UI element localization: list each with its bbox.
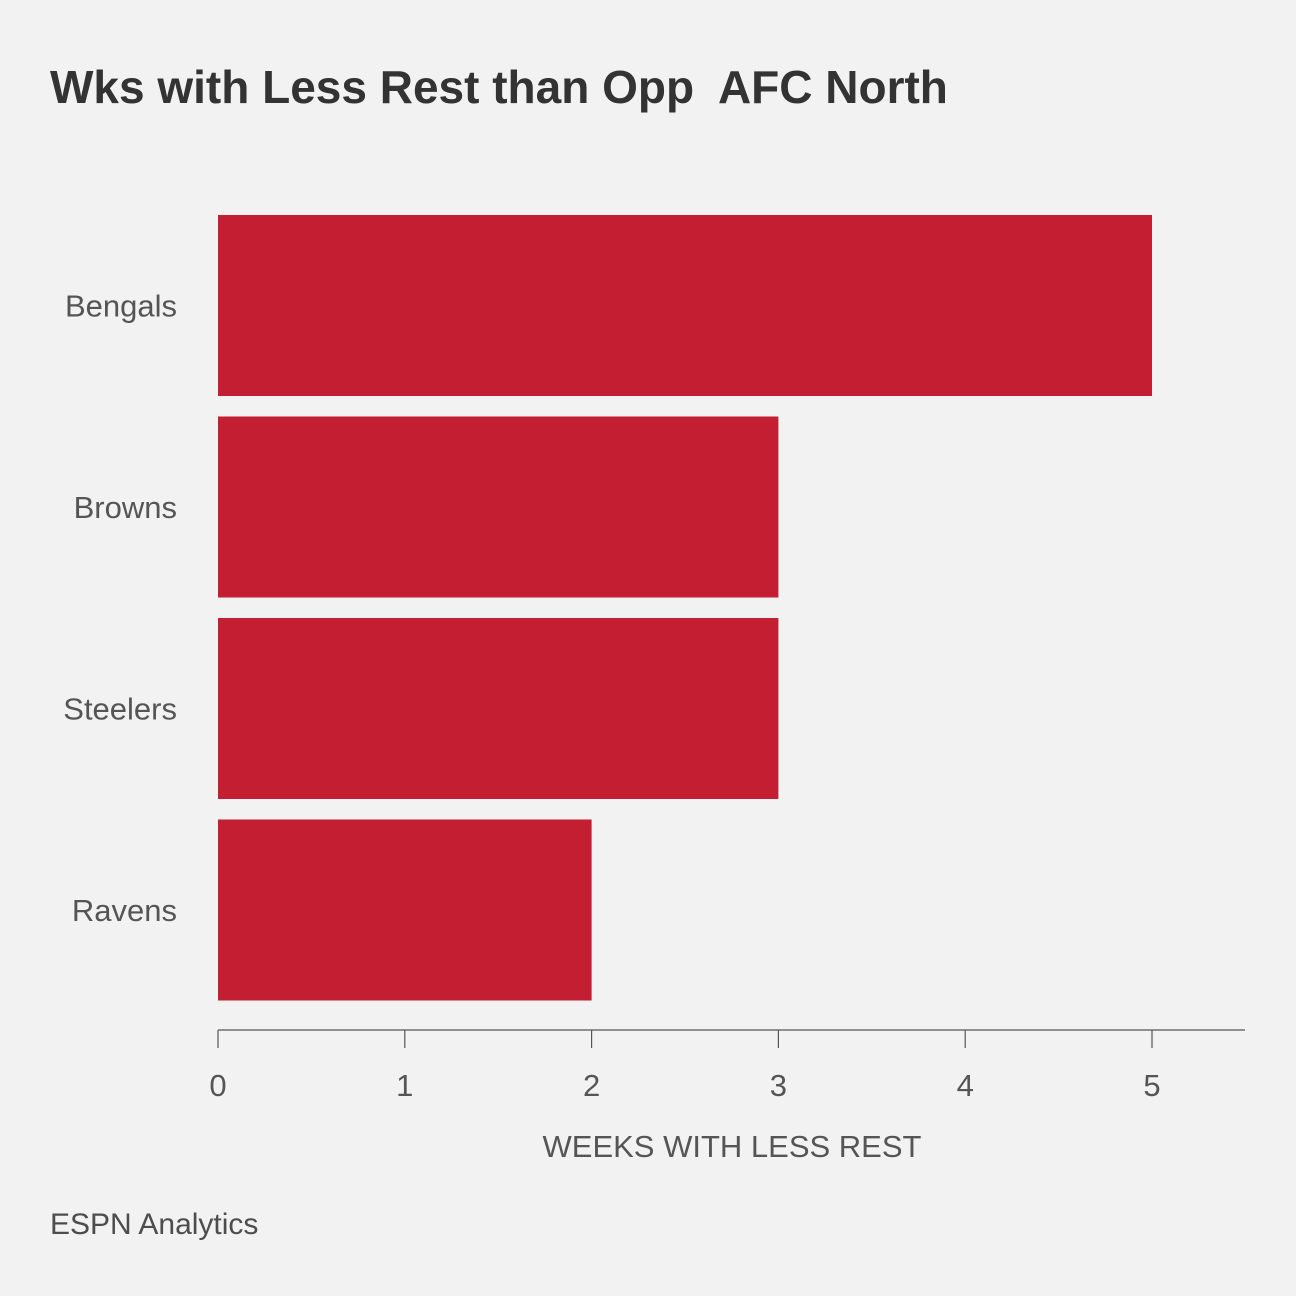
chart-title: Wks with Less Rest than Opp AFC North — [50, 61, 948, 113]
x-tick-label-2: 2 — [583, 1068, 600, 1103]
category-label-steelers: Steelers — [63, 692, 177, 727]
bar-browns — [218, 416, 779, 598]
x-axis: 0 1 2 3 4 5 — [209, 1029, 1245, 1103]
x-tick-label-4: 4 — [957, 1068, 974, 1103]
bar-steelers — [218, 618, 779, 799]
bars-group — [218, 215, 1152, 1001]
x-tick-label-3: 3 — [770, 1068, 787, 1103]
source-credit: ESPN Analytics — [50, 1208, 259, 1241]
x-tick-label-0: 0 — [209, 1068, 226, 1103]
x-tick-label-5: 5 — [1143, 1068, 1160, 1103]
category-labels: Bengals Browns Steelers Ravens — [63, 289, 177, 929]
bar-bengals — [218, 215, 1152, 396]
bar-ravens — [218, 819, 592, 1001]
category-label-ravens: Ravens — [72, 893, 177, 928]
x-axis-title: WEEKS WITH LESS REST — [543, 1129, 922, 1164]
x-tick-label-1: 1 — [396, 1068, 413, 1103]
category-label-browns: Browns — [74, 490, 177, 525]
category-label-bengals: Bengals — [65, 289, 177, 324]
